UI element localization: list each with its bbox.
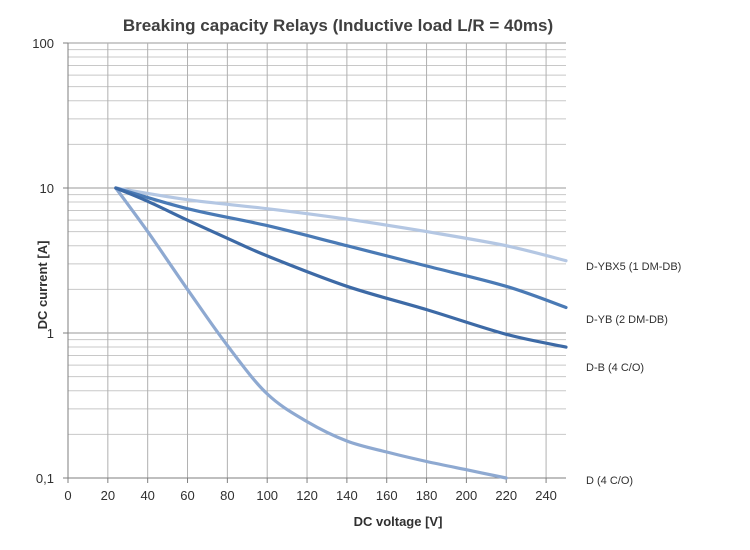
x-axis-label: DC voltage [V] bbox=[354, 514, 443, 529]
x-tick-label: 160 bbox=[376, 488, 398, 503]
y-tick-label: 1 bbox=[47, 326, 54, 341]
x-tick-label: 220 bbox=[495, 488, 517, 503]
x-tick-label: 200 bbox=[456, 488, 478, 503]
legend-label: D-YBX5 (1 DM-DB) bbox=[586, 261, 681, 273]
chart-title: Breaking capacity Relays (Inductive load… bbox=[123, 16, 553, 35]
x-tick-label: 240 bbox=[535, 488, 557, 503]
x-axis-ticks: 0 20 40 60 80 100 120 140 160 180 200 220 240 bbox=[64, 488, 557, 503]
y-axis-ticks: 0,1 1 10 100 bbox=[32, 36, 54, 486]
legend-label: D-YB (2 DM-DB) bbox=[586, 314, 668, 326]
x-tick-label: 100 bbox=[256, 488, 278, 503]
y-tick-label: 0,1 bbox=[36, 471, 54, 486]
x-tick-label: 40 bbox=[140, 488, 154, 503]
chart-grid bbox=[63, 42, 566, 483]
x-tick-label: 20 bbox=[101, 488, 115, 503]
x-tick-label: 0 bbox=[64, 488, 71, 503]
y-tick-label: 100 bbox=[32, 36, 54, 51]
x-tick-label: 80 bbox=[220, 488, 234, 503]
legend: D-YBX5 (1 DM-DB) D-YB (2 DM-DB) D-B (4 C/O… bbox=[586, 261, 681, 487]
x-tick-label: 180 bbox=[416, 488, 438, 503]
x-tick-label: 120 bbox=[296, 488, 318, 503]
legend-label: D-B (4 C/O) bbox=[586, 362, 644, 374]
legend-label: D (4 C/O) bbox=[586, 475, 633, 487]
series-lines bbox=[114, 186, 568, 480]
y-tick-label: 10 bbox=[40, 181, 54, 196]
series-line-d-4-c-o bbox=[114, 186, 508, 480]
series-line-d-yb-2-dm-db bbox=[114, 186, 568, 310]
y-axis-label: DC current [A] bbox=[35, 241, 50, 330]
x-tick-label: 60 bbox=[180, 488, 194, 503]
series-line-d-ybx5-1-dm-db bbox=[114, 186, 568, 263]
series-line-d-b-4-c-o bbox=[114, 186, 568, 349]
x-tick-label: 140 bbox=[336, 488, 358, 503]
